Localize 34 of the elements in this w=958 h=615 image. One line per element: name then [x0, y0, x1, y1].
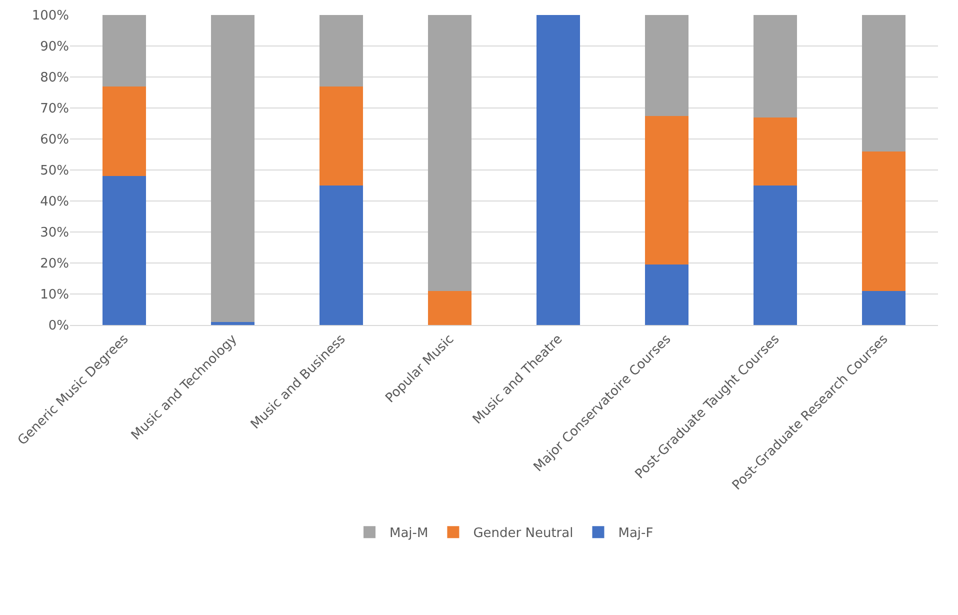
bar	[754, 186, 797, 325]
bar	[102, 176, 146, 325]
bar	[320, 186, 363, 325]
bar	[428, 290, 472, 325]
bar	[320, 86, 363, 186]
bar	[536, 15, 580, 325]
bar	[754, 117, 797, 186]
y-tick-label: 100%	[32, 8, 69, 24]
bar	[320, 15, 363, 86]
bar	[102, 86, 146, 176]
bar	[645, 15, 688, 116]
y-tick-label: 30%	[40, 226, 69, 241]
y-tick-label: 10%	[40, 288, 69, 303]
bar	[102, 15, 146, 86]
legend-label: Gender Neutral	[473, 526, 574, 542]
bar	[862, 290, 906, 325]
y-tick-label: 60%	[40, 132, 69, 148]
legend-label: Maj-F	[618, 526, 654, 542]
y-tick-label: 40%	[40, 194, 69, 210]
y-tick-label: 0%	[48, 318, 69, 334]
bar	[862, 15, 906, 152]
bar	[754, 15, 797, 118]
y-tick-label: 70%	[40, 102, 69, 117]
legend-label: Maj-M	[390, 526, 428, 542]
y-tick-label: 90%	[40, 40, 69, 55]
y-tick-label: 50%	[40, 164, 69, 179]
bar	[211, 322, 254, 325]
bar	[645, 264, 688, 325]
y-tick-label: 80%	[40, 70, 69, 86]
y-tick-label: 20%	[40, 256, 69, 272]
bar	[211, 15, 254, 322]
bar	[428, 15, 472, 291]
bar	[862, 151, 906, 291]
bar	[645, 116, 688, 265]
